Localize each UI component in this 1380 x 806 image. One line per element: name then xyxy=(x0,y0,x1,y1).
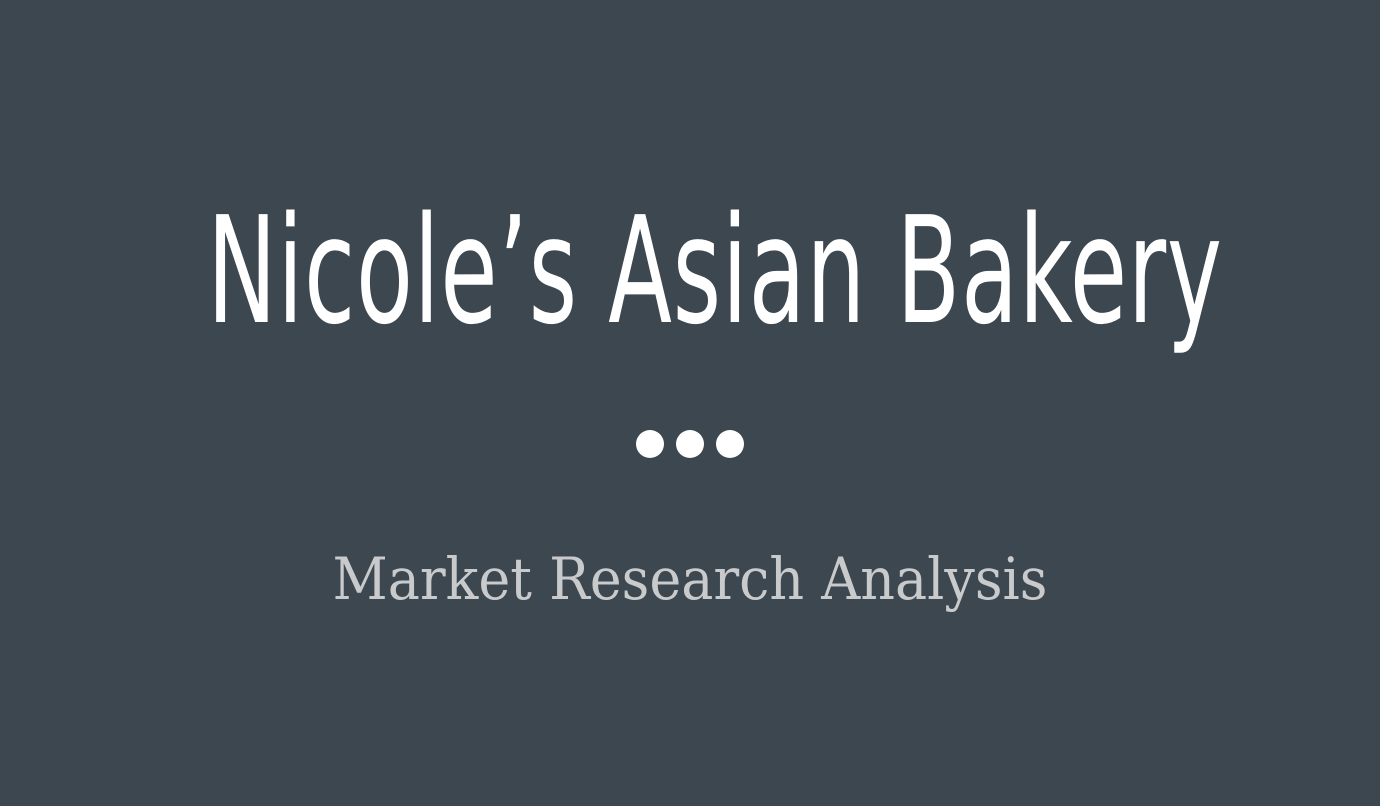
slide-subtitle: Market Research Analysis xyxy=(332,545,1048,613)
slide-title: Nicole’s Asian Bakery xyxy=(207,185,1223,357)
dot-icon xyxy=(676,430,704,458)
three-dot-separator xyxy=(0,430,1380,460)
dot-icon xyxy=(636,430,664,458)
dot-icon xyxy=(716,430,744,458)
